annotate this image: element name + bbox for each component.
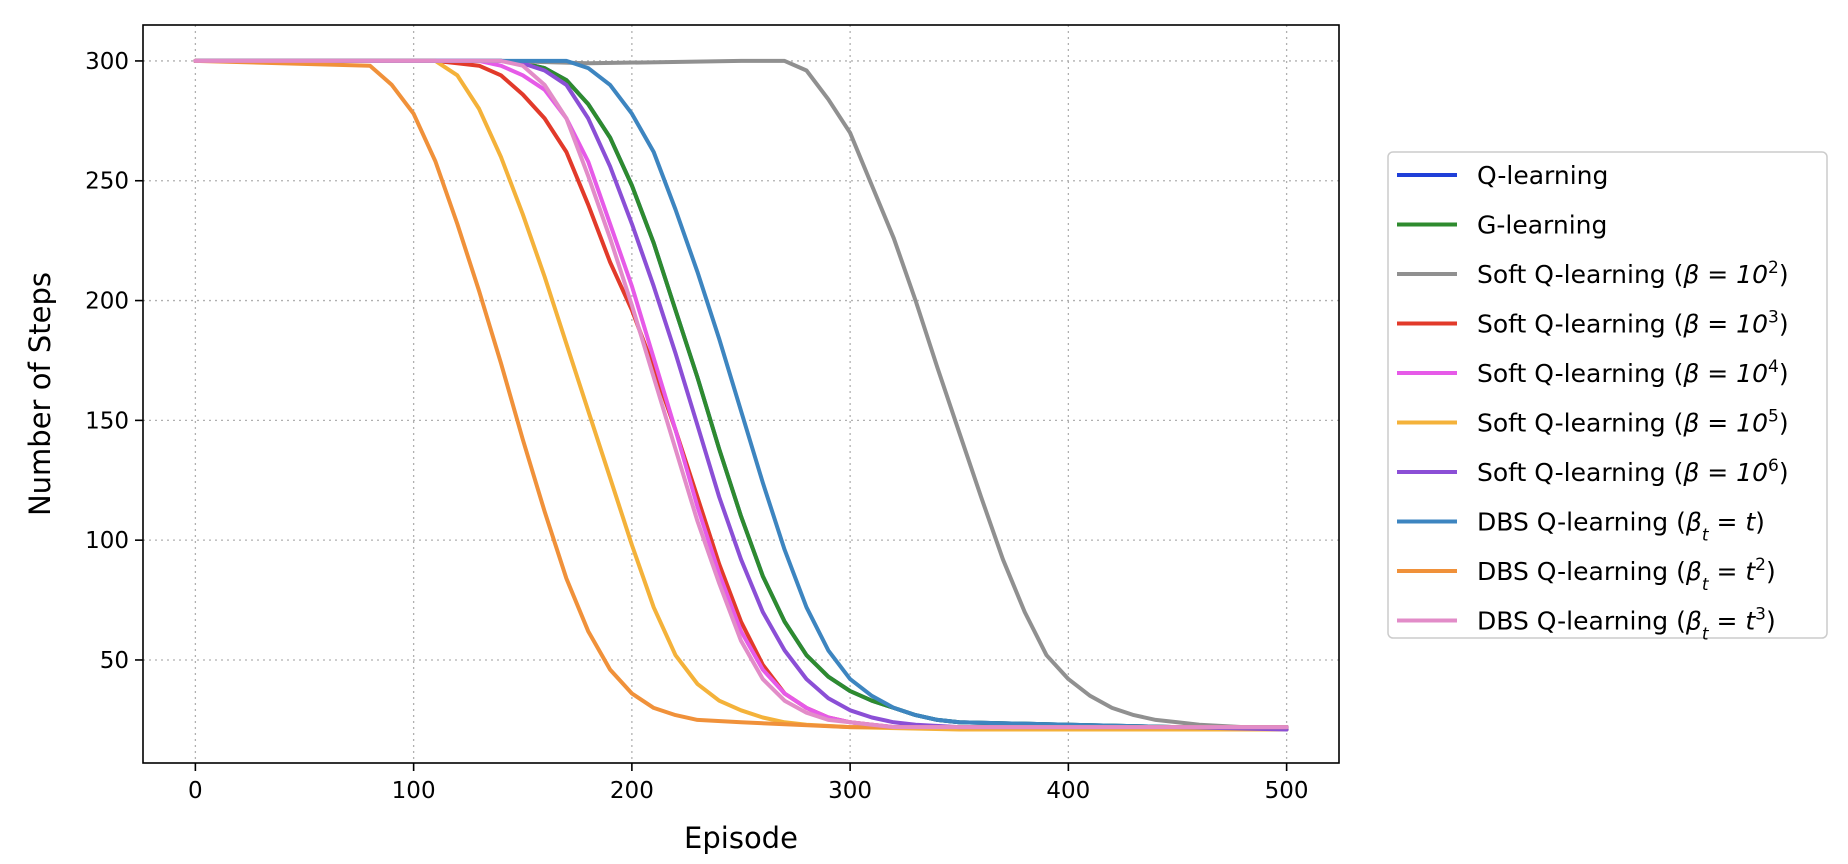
x-tick-label: 0 [188, 778, 203, 804]
x-tick-label: 200 [610, 778, 654, 804]
legend-label: Q-learning [1477, 161, 1608, 190]
legend-label: DBS Q-learning (βt = t2) [1477, 555, 1776, 595]
y-tick-label: 200 [85, 289, 129, 315]
legend-box [1387, 151, 1828, 639]
legend-label: G-learning [1477, 211, 1607, 240]
legend-label: Soft Q-learning (β = 105) [1477, 407, 1789, 438]
legend-label: Soft Q-learning (β = 104) [1477, 357, 1789, 388]
series-line-7 [193, 58, 1289, 732]
y-tick-label: 50 [100, 648, 129, 674]
series-line-8 [193, 58, 1289, 730]
x-tick-label: 300 [828, 778, 872, 804]
legend-label: Soft Q-learning (β = 106) [1477, 456, 1789, 487]
axes-frame [142, 24, 1340, 764]
x-tick-label: 400 [1046, 778, 1090, 804]
axis-ticks: 0 100 200 300 400 500 50 100 150 200 250 300 [85, 49, 1308, 804]
legend-label: DBS Q-learning (βt = t3) [1477, 605, 1776, 645]
legend-label: Soft Q-learning (β = 102) [1477, 258, 1789, 289]
legend: Q-learning G-learning Soft Q-learning (β =… [1387, 151, 1828, 645]
x-axis-title: Episode [684, 821, 798, 855]
legend-label: DBS Q-learning (βt = t) [1477, 508, 1765, 546]
series-line-5 [193, 58, 1289, 730]
series-lines [193, 58, 1289, 732]
legend-label: Soft Q-learning (β = 103) [1477, 308, 1789, 339]
y-tick-label: 100 [85, 528, 129, 554]
x-tick-label: 100 [392, 778, 436, 804]
series-line-10 [193, 58, 1289, 730]
y-axis-title: Number of Steps [23, 272, 57, 516]
y-tick-label: 250 [85, 169, 129, 195]
y-tick-label: 150 [85, 408, 129, 434]
grid [143, 25, 1339, 763]
series-line-3 [193, 58, 1289, 732]
y-tick-label: 300 [85, 49, 129, 75]
series-line-9 [193, 58, 1289, 730]
x-tick-label: 500 [1265, 778, 1309, 804]
